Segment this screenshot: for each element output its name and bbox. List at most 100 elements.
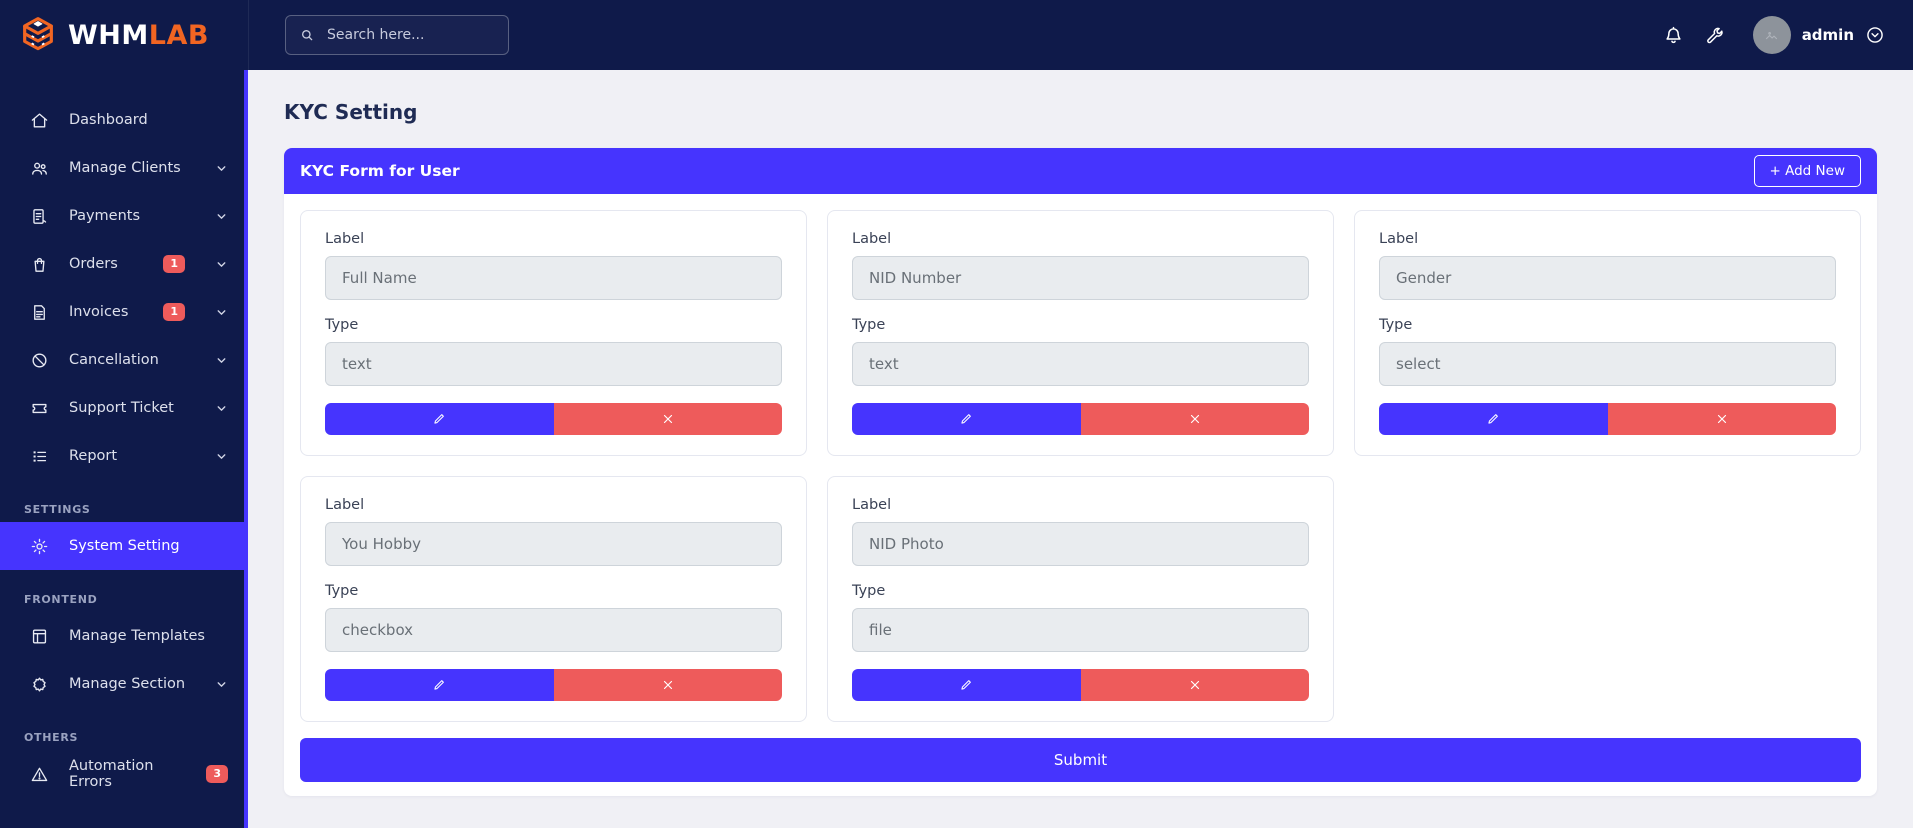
panel-header: KYC Form for User + Add New <box>284 148 1877 194</box>
field-actions <box>1379 403 1836 435</box>
pencil-icon <box>961 680 972 690</box>
field-type-input[interactable]: checkbox <box>325 608 782 652</box>
sidebar-section-others: OTHERS <box>24 730 79 744</box>
field-type-input[interactable]: select <box>1379 342 1836 386</box>
chevron-down-icon <box>215 306 228 319</box>
sidebar-item-manage-section[interactable]: Manage Section <box>0 660 248 708</box>
sidebar-item-orders[interactable]: Orders 1 <box>0 240 248 288</box>
sidebar-item-payments[interactable]: Payments <box>0 192 248 240</box>
edit-field-button[interactable] <box>325 403 554 435</box>
field-actions <box>325 403 782 435</box>
field-type-value: text <box>342 355 372 373</box>
sidebar-item-label: Orders <box>69 256 118 272</box>
field-label-value: Full Name <box>342 269 417 287</box>
sidebar-nav: Dashboard Manage Clients Payments Orders… <box>0 70 248 798</box>
field-label-input[interactable]: Gender <box>1379 256 1836 300</box>
add-new-button[interactable]: + Add New <box>1753 155 1861 187</box>
sidebar-item-automation-errors[interactable]: Automation Errors 3 <box>0 750 248 798</box>
topbar: admin <box>248 0 1913 70</box>
chevron-down-icon <box>215 258 228 271</box>
label-caption: Label <box>852 231 892 247</box>
field-type-input[interactable]: text <box>852 342 1309 386</box>
main-content: KYC Setting KYC Form for User + Add New … <box>248 70 1913 828</box>
sidebar-item-manage-templates[interactable]: Manage Templates <box>0 612 248 660</box>
close-icon <box>663 680 672 690</box>
kyc-form-panel: KYC Form for User + Add New Label Full N… <box>284 148 1877 796</box>
notifications-bell-icon[interactable] <box>1663 25 1684 46</box>
username-label: admin <box>1801 26 1854 44</box>
delete-field-button[interactable] <box>553 669 782 701</box>
kyc-fields-grid: Label Full Name Type text Label NID Numb… <box>300 210 1861 722</box>
field-type-input[interactable]: file <box>852 608 1309 652</box>
field-actions <box>852 403 1309 435</box>
kyc-field-card: Label Gender Type select <box>1354 210 1861 456</box>
search-box[interactable] <box>285 15 509 55</box>
edit-field-button[interactable] <box>1379 403 1608 435</box>
field-label-value: Gender <box>1396 269 1452 287</box>
sidebar-item-report[interactable]: Report <box>0 432 248 480</box>
user-menu[interactable]: admin <box>1752 16 1885 54</box>
sidebar-item-label: System Setting <box>69 538 180 554</box>
close-icon <box>663 414 672 424</box>
sidebar-item-system-setting[interactable]: System Setting <box>0 522 248 570</box>
field-label-input[interactable]: NID Photo <box>852 522 1309 566</box>
submit-button[interactable]: Submit <box>300 738 1861 782</box>
brand-logo[interactable]: WHMLAB <box>0 0 248 70</box>
edit-field-button[interactable] <box>325 669 554 701</box>
type-caption: Type <box>852 317 886 333</box>
sidebar-item-invoices[interactable]: Invoices 1 <box>0 288 248 336</box>
label-caption: Label <box>1379 231 1419 247</box>
close-icon <box>1717 414 1726 424</box>
orders-count-badge: 1 <box>163 254 185 274</box>
sidebar-item-label: Support Ticket <box>69 400 174 416</box>
field-label-value: NID Photo <box>869 535 944 553</box>
field-label-input[interactable]: NID Number <box>852 256 1309 300</box>
page-title: KYC Setting <box>284 100 418 124</box>
field-type-input[interactable]: text <box>325 342 782 386</box>
topbar-actions: admin <box>1663 16 1885 54</box>
edit-field-button[interactable] <box>852 669 1081 701</box>
edit-field-button[interactable] <box>852 403 1081 435</box>
type-caption: Type <box>325 583 359 599</box>
field-type-value: text <box>869 355 899 373</box>
search-icon <box>299 27 315 43</box>
kyc-field-card: Label NID Photo Type file <box>827 476 1334 722</box>
label-caption: Label <box>325 231 365 247</box>
delete-field-button[interactable] <box>553 403 782 435</box>
brand-name: WHMLAB <box>68 19 209 51</box>
chevron-down-circle-icon <box>1865 25 1885 45</box>
sidebar-item-label: Cancellation <box>69 352 159 368</box>
sidebar-item-label: Payments <box>69 208 141 224</box>
close-icon <box>1190 680 1199 690</box>
wrench-icon[interactable] <box>1704 25 1725 46</box>
field-label-input[interactable]: You Hobby <box>325 522 782 566</box>
sidebar-item-dashboard[interactable]: Dashboard <box>0 96 248 144</box>
panel-title: KYC Form for User <box>300 162 460 180</box>
sidebar-item-support-ticket[interactable]: Support Ticket <box>0 384 248 432</box>
pencil-icon <box>1488 414 1499 424</box>
automation-errors-count-badge: 3 <box>206 764 228 784</box>
field-label-input[interactable]: Full Name <box>325 256 782 300</box>
sidebar-scrollbar[interactable] <box>244 70 248 828</box>
delete-field-button[interactable] <box>1607 403 1836 435</box>
warning-triangle-icon <box>30 765 49 784</box>
search-input[interactable] <box>325 26 485 44</box>
panel-body: Label Full Name Type text Label NID Numb… <box>284 194 1877 796</box>
field-type-value: file <box>869 621 892 639</box>
kyc-field-card: Label NID Number Type text <box>827 210 1334 456</box>
cog-icon <box>30 675 49 694</box>
sidebar-item-label: Report <box>69 448 118 464</box>
avatar <box>1752 16 1791 54</box>
sidebar-item-label: Dashboard <box>69 112 148 128</box>
delete-field-button[interactable] <box>1080 403 1309 435</box>
sidebar-item-cancellation[interactable]: Cancellation <box>0 336 248 384</box>
gear-icon <box>30 537 49 556</box>
sidebar: WHMLAB Dashboard Manage Clients Payments… <box>0 0 248 828</box>
kyc-field-card: Label You Hobby Type checkbox <box>300 476 807 722</box>
chevron-down-icon <box>215 402 228 415</box>
sidebar-item-label: Automation Errors <box>69 758 154 790</box>
delete-field-button[interactable] <box>1080 669 1309 701</box>
field-type-value: select <box>1396 355 1441 373</box>
sidebar-item-label: Manage Section <box>69 676 186 692</box>
sidebar-item-manage-clients[interactable]: Manage Clients <box>0 144 248 192</box>
